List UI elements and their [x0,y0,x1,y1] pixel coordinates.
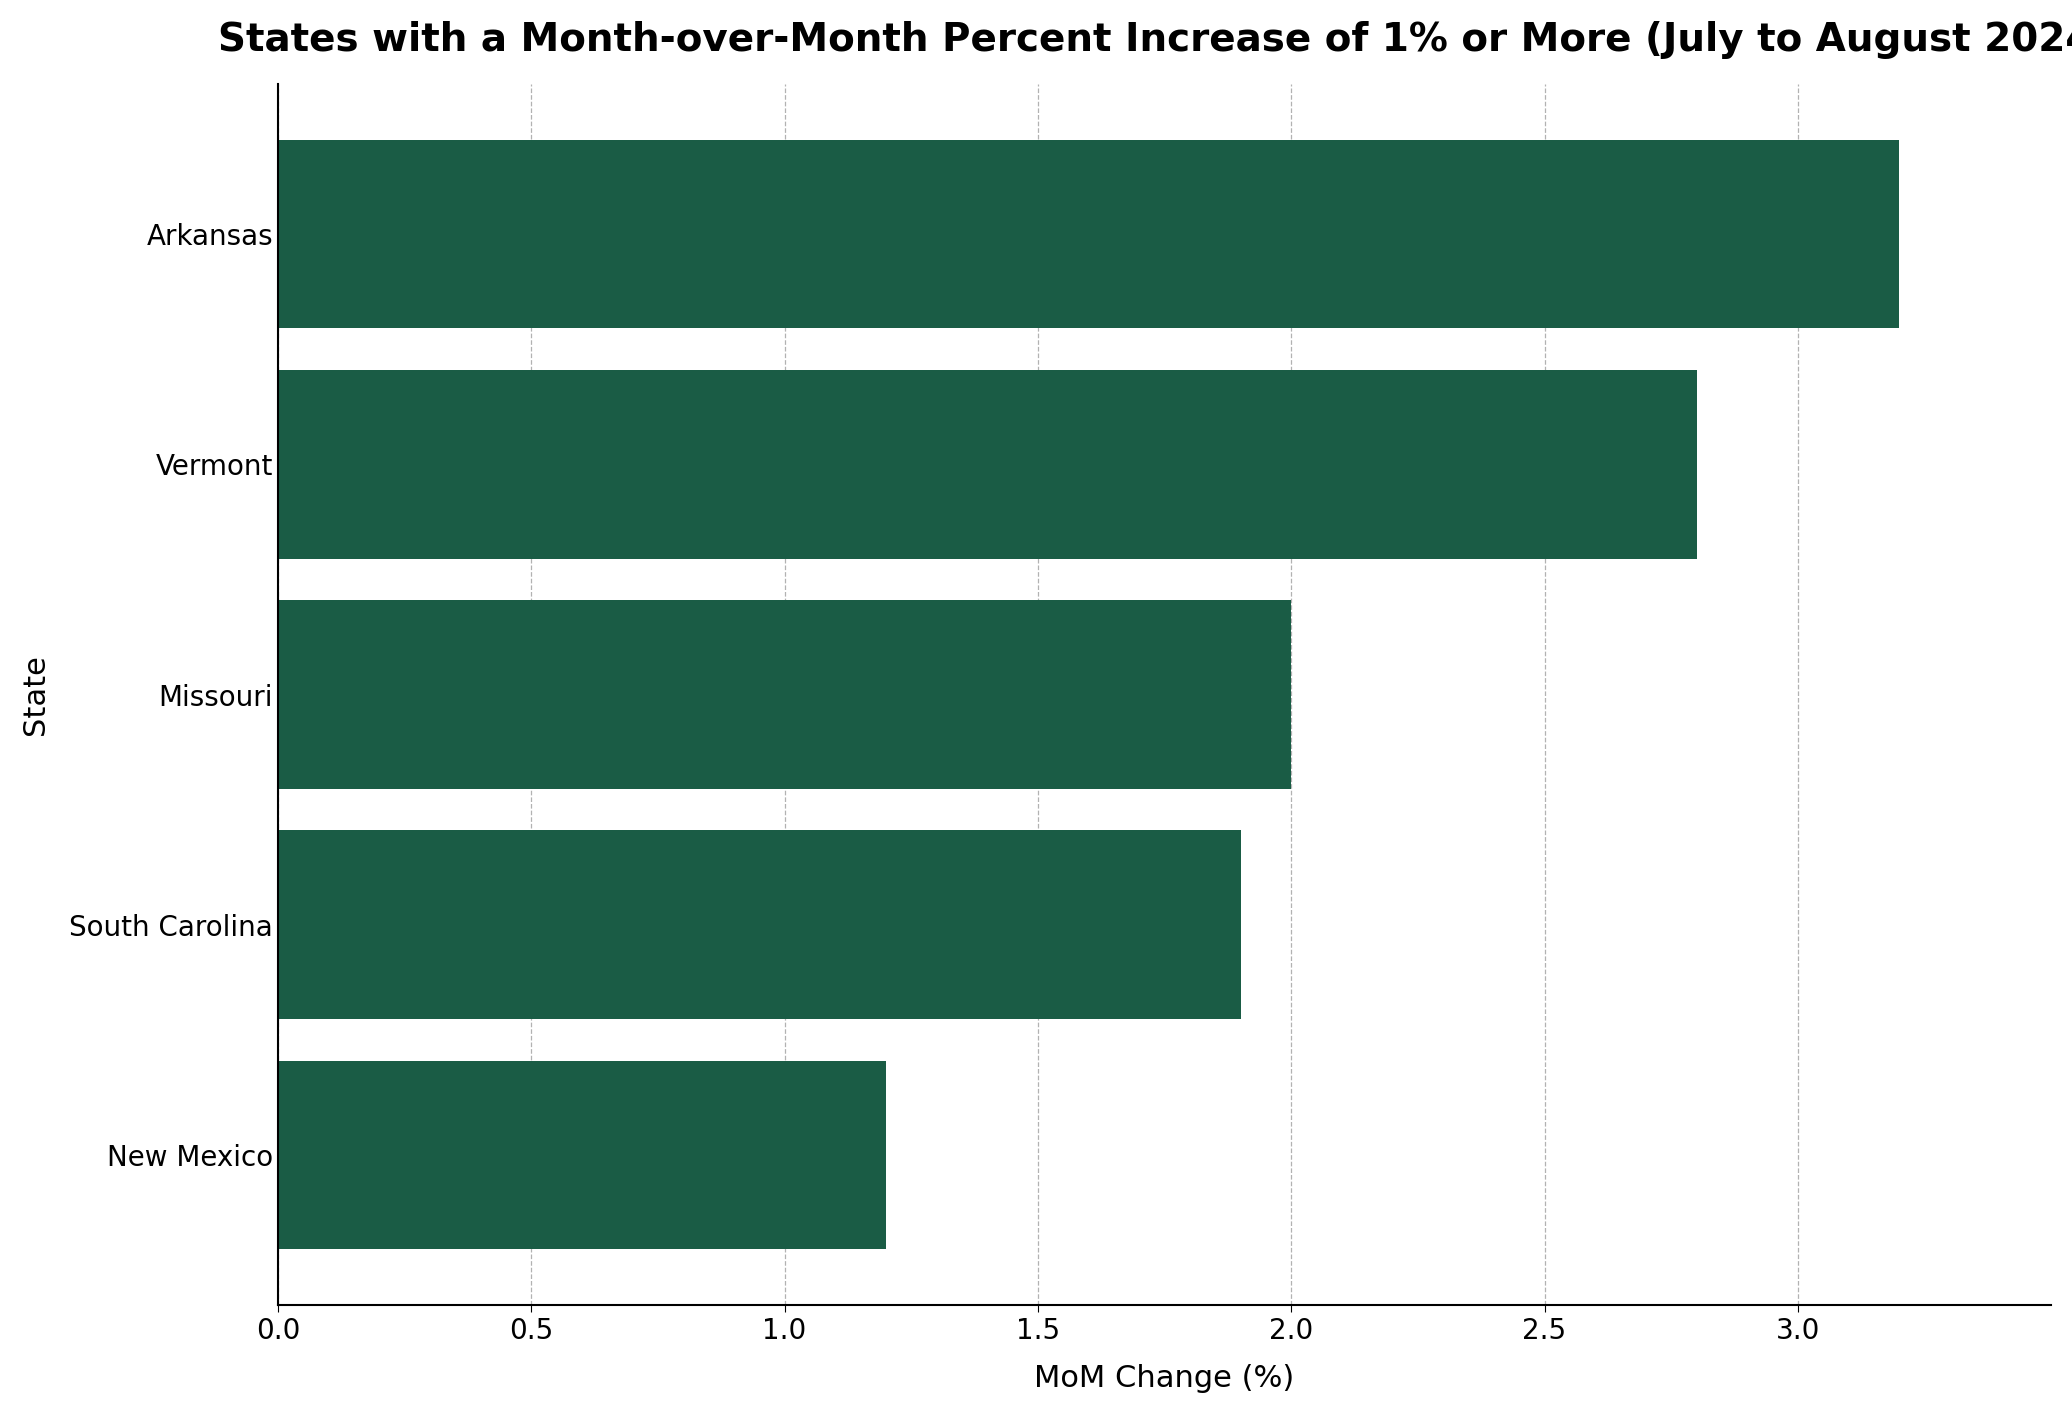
Title: States with a Month-over-Month Percent Increase of 1% or More (July to August 20: States with a Month-over-Month Percent I… [218,21,2072,59]
Bar [278,140,1900,328]
Y-axis label: State: State [21,655,50,735]
Bar [278,1060,887,1250]
Bar [278,370,1697,559]
X-axis label: MoM Change (%): MoM Change (%) [1034,1365,1295,1393]
Bar [278,830,1241,1019]
Bar [278,600,1291,789]
